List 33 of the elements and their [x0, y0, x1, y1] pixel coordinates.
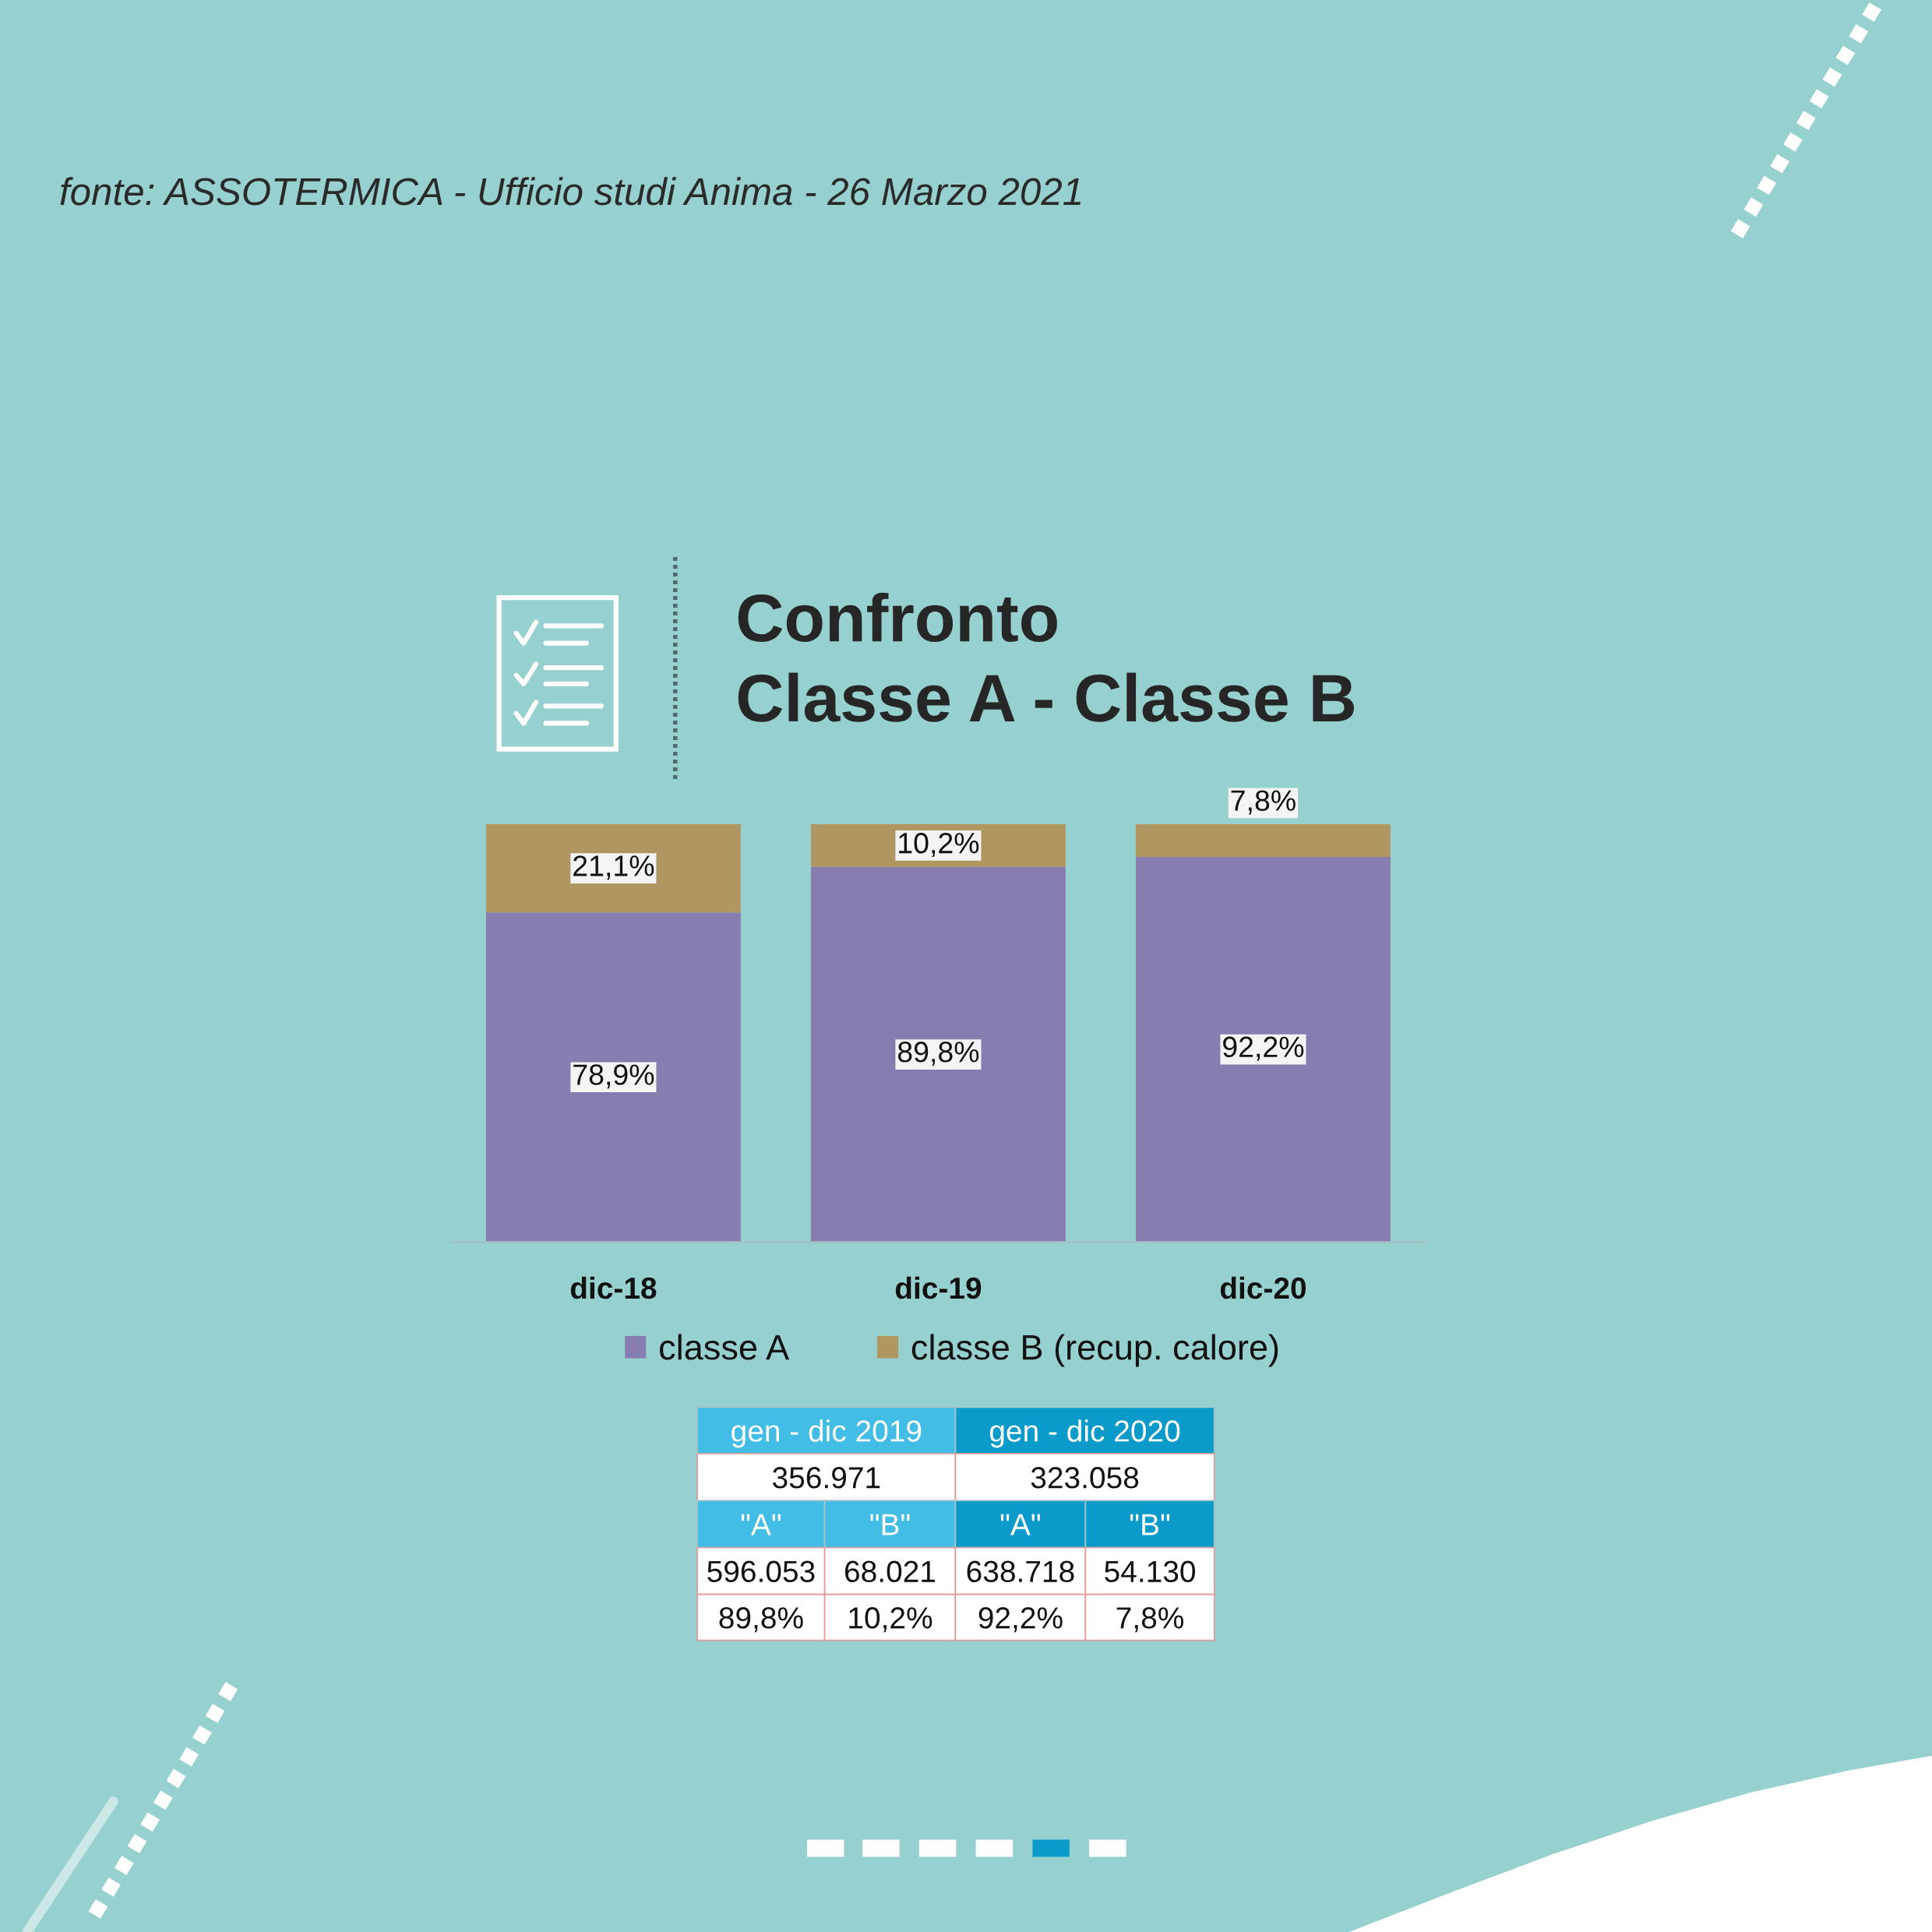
text: 596.053: [707, 1560, 815, 1583]
x-tick-label: dic-19: [895, 1276, 982, 1299]
legend-label: classe B (recup. calore): [911, 1334, 1278, 1367]
chart-title: Confronto Classe A - Classe B: [738, 592, 1354, 722]
data-label: 7,8%: [1231, 790, 1296, 815]
text: 92,2%: [978, 1607, 1063, 1633]
data-label: 92,2%: [1223, 1036, 1304, 1061]
source-note: fonte: ASSOTERMICA - Ufficio studi Anima - 26 Marzo 2021: [60, 177, 1081, 206]
text: "B": [1130, 1514, 1170, 1535]
x-tick-label: dic-20: [1220, 1276, 1306, 1299]
text: 638.718: [967, 1560, 1074, 1583]
data-label: 89,8%: [897, 1042, 979, 1066]
bar: [485, 912, 741, 1243]
text: 7,8%: [1116, 1607, 1183, 1633]
text: "A": [1000, 1514, 1041, 1535]
text: 68.021: [845, 1560, 936, 1583]
bar: [810, 866, 1066, 1243]
x-tick-label: dic-18: [570, 1276, 657, 1299]
data-label: 21,1%: [573, 855, 654, 880]
text: 54.130: [1105, 1560, 1196, 1583]
text: 323.058: [1031, 1467, 1139, 1489]
text: gen - dic 2019: [732, 1419, 922, 1448]
legend-label: classe A: [659, 1334, 790, 1360]
data-label: 78,9%: [573, 1064, 654, 1089]
text: 89,8%: [719, 1607, 803, 1633]
bar: [1135, 856, 1391, 1243]
text: "B": [870, 1514, 910, 1535]
text: 10,2%: [849, 1607, 933, 1633]
text: 356.971: [773, 1467, 880, 1489]
bar: [1135, 824, 1391, 857]
data-label: 10,2%: [899, 832, 979, 857]
text: gen - dic 2020: [989, 1419, 1180, 1448]
text: "A": [741, 1514, 781, 1535]
